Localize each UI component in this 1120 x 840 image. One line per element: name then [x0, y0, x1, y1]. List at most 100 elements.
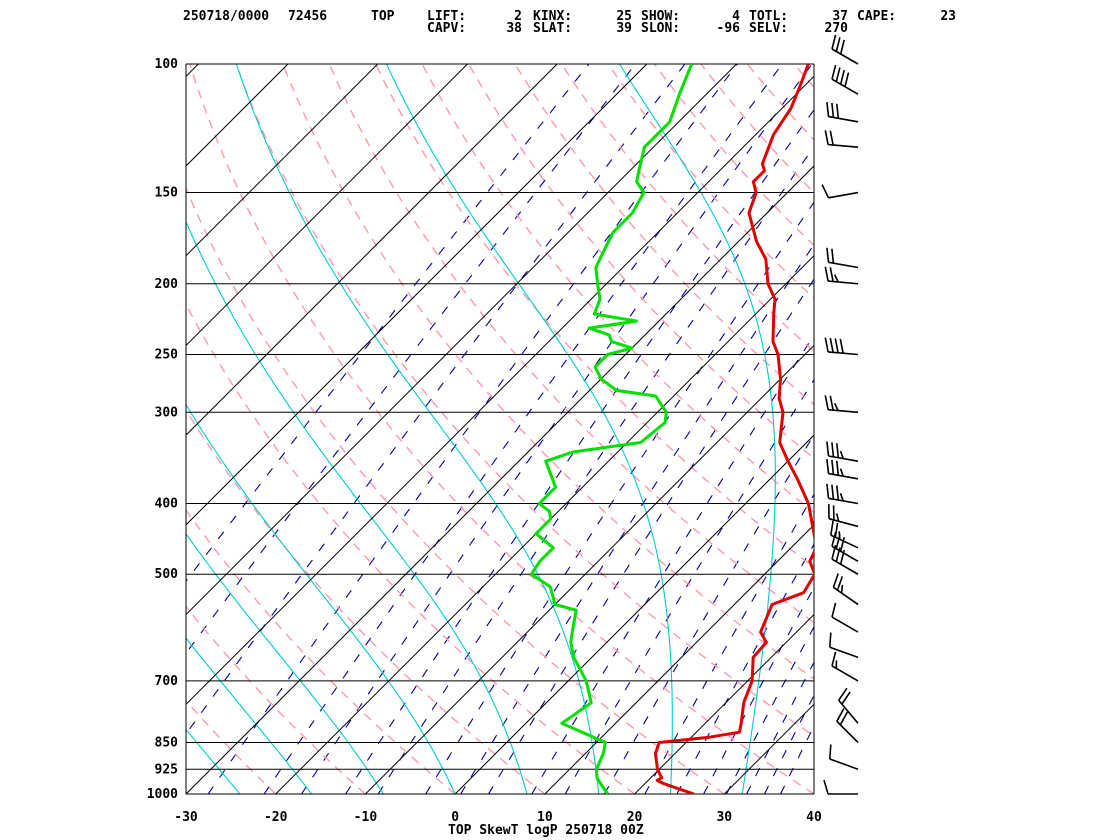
wind-barb — [826, 459, 859, 480]
wind-barb-feather — [835, 37, 841, 52]
dry-adiabat — [374, 64, 814, 569]
wind-barb-staff — [838, 699, 859, 724]
wind-barb-feather — [829, 632, 832, 648]
wind-barb — [829, 744, 859, 771]
wind-barb-staff — [829, 758, 859, 771]
mixing-ratio-line — [377, 145, 814, 794]
isotherm — [454, 434, 814, 794]
kinx-value: 25 — [616, 9, 632, 24]
isotherm — [0, 64, 109, 794]
y-tick-label: 250 — [155, 347, 179, 362]
show-label: SHOW: — [641, 9, 681, 24]
x-tick-label: -30 — [174, 810, 198, 825]
wind-barb-feather — [831, 34, 837, 50]
wind-barb-feather — [832, 573, 839, 588]
wind-barb-feather — [831, 484, 835, 500]
wind-barb-feather — [826, 247, 830, 263]
isotherm — [186, 64, 648, 526]
isotherm — [186, 64, 289, 167]
dry-adiabat — [186, 605, 366, 794]
dry-adiabat — [607, 64, 814, 300]
wind-barb-feather — [839, 69, 845, 85]
wind-barb-feather — [829, 395, 834, 411]
slat-label: SLAT: — [533, 21, 573, 36]
wind-barb-feather — [826, 483, 830, 499]
wind-barb — [826, 102, 859, 123]
moist-adiabat — [186, 728, 241, 794]
dry-adiabat — [235, 64, 814, 737]
isotherm — [365, 344, 814, 794]
isotherm — [186, 64, 379, 257]
wind-barb-feather — [826, 441, 830, 457]
wind-barb-staff — [831, 616, 859, 633]
wind-barb-feather — [823, 779, 829, 795]
wind-barb-feather — [831, 651, 837, 667]
dewpoint-profile — [529, 64, 694, 794]
wind-barb-feather — [826, 102, 830, 117]
wind-barb-feather — [836, 708, 845, 722]
mixing-ratio-line — [564, 378, 814, 794]
capv-value: 38 — [506, 21, 522, 36]
wind-barb-feather — [831, 248, 835, 264]
wind-barb-feather — [826, 459, 830, 474]
wind-barb — [824, 266, 859, 285]
mixing-ratio-line — [488, 278, 814, 794]
wind-barb — [831, 34, 859, 65]
x-tick-label: 20 — [627, 810, 643, 825]
wind-barb-staff — [828, 455, 859, 462]
wind-barb-feather — [831, 459, 835, 475]
x-tick-label: 40 — [806, 810, 822, 825]
show-value: 4 — [732, 9, 740, 24]
chart-title: TOP SkewT logP 250718 00Z — [448, 823, 644, 838]
mixing-ratio-line — [726, 625, 814, 794]
y-tick-label: 1000 — [147, 787, 178, 802]
wind-barb-feather — [829, 130, 834, 146]
wind-barb-feather — [839, 338, 844, 354]
dry-adiabat — [653, 64, 814, 247]
dry-adiabat — [282, 64, 814, 680]
wind-barb-feather — [838, 687, 848, 701]
y-tick-label: 300 — [155, 405, 179, 420]
wind-barb-feather — [839, 493, 844, 502]
wind-barb-staff — [830, 534, 859, 549]
wind-barb — [824, 130, 859, 148]
dry-adiabat — [887, 64, 1120, 794]
slon-value: -96 — [716, 21, 740, 36]
wind-barb — [826, 441, 859, 462]
wind-barb — [830, 520, 859, 549]
wind-barb — [831, 64, 859, 95]
wind-barb-feather — [839, 537, 845, 552]
wind-barb-feather — [834, 338, 839, 353]
wind-barb-feather — [821, 184, 830, 199]
wind-barb-feather — [835, 513, 840, 522]
wind-barb-feather — [844, 72, 850, 87]
wind-barb — [829, 632, 859, 659]
y-tick-label: 500 — [155, 567, 179, 582]
mixing-ratio-line — [746, 661, 814, 794]
wind-barb — [821, 184, 859, 199]
wind-barb-feather — [831, 442, 835, 457]
wind-barb-feather — [839, 468, 844, 477]
y-tick-label: 100 — [155, 57, 179, 72]
dry-adiabat — [467, 64, 814, 460]
y-tick-label: 400 — [155, 497, 179, 512]
x-tick-label: -20 — [264, 810, 288, 825]
wind-barb-feather — [824, 130, 829, 145]
wind-barb — [832, 573, 859, 606]
mixing-ratio-line — [186, 64, 686, 735]
kinx-label: KINX: — [533, 9, 573, 24]
isotherm — [186, 64, 737, 616]
cape-label: CAPE: — [857, 9, 897, 24]
dry-adiabat — [514, 64, 814, 406]
wind-barb-feather — [833, 402, 839, 411]
mixing-ratio-line — [460, 243, 814, 794]
dry-adiabat — [560, 64, 814, 353]
slat-value: 39 — [616, 21, 632, 36]
wind-barb-feather — [835, 67, 841, 82]
wind-barb-feather — [836, 576, 844, 591]
wind-barb-feather — [838, 531, 841, 540]
dry-adiabat — [746, 64, 814, 141]
isotherm — [813, 793, 814, 794]
station-name: TOP — [371, 9, 395, 24]
